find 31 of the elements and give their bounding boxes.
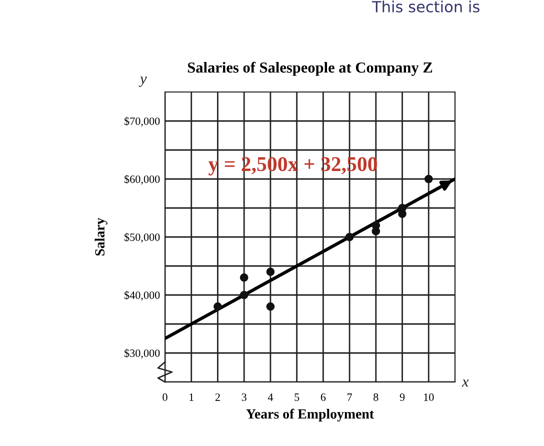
chart-title: Salaries of Salespeople at Company Z bbox=[188, 62, 432, 76]
text: y bbox=[138, 76, 147, 87]
point bbox=[240, 290, 248, 300]
point bbox=[266, 302, 275, 311]
text: x bbox=[462, 380, 469, 387]
y-tick-label: $50,000 bbox=[124, 232, 160, 243]
point bbox=[240, 273, 248, 282]
x-tick-label: 7 bbox=[348, 394, 352, 401]
point bbox=[424, 174, 433, 184]
y-tick-label: $60,000 bbox=[124, 174, 160, 185]
x-tick-label: 0 bbox=[162, 393, 168, 401]
x-tick-label: 10 bbox=[424, 393, 434, 401]
point bbox=[398, 210, 406, 218]
point bbox=[214, 302, 222, 311]
y-tick-label: $70,000 bbox=[124, 116, 160, 127]
x-tick-label: 8 bbox=[374, 393, 378, 401]
text: This section is bbox=[372, 0, 480, 12]
y-tick-label: $40,000 bbox=[124, 290, 160, 301]
point bbox=[266, 268, 275, 276]
x-tick-label: 5 bbox=[294, 394, 300, 401]
x-tick-label: 4 bbox=[268, 394, 274, 401]
y-tick-label: $30,000 bbox=[124, 348, 160, 359]
x-axis-title: Years of Employment bbox=[246, 408, 374, 422]
x-tick-label: 1 bbox=[190, 393, 194, 401]
x-tick-label: 6 bbox=[320, 393, 326, 401]
x-tick-label: 9 bbox=[400, 393, 405, 401]
x-tick-label: 2 bbox=[215, 393, 220, 401]
y-axis-title: Salary bbox=[94, 218, 108, 256]
point bbox=[372, 227, 380, 236]
point bbox=[345, 232, 354, 242]
x-tick-label: 3 bbox=[242, 393, 246, 401]
